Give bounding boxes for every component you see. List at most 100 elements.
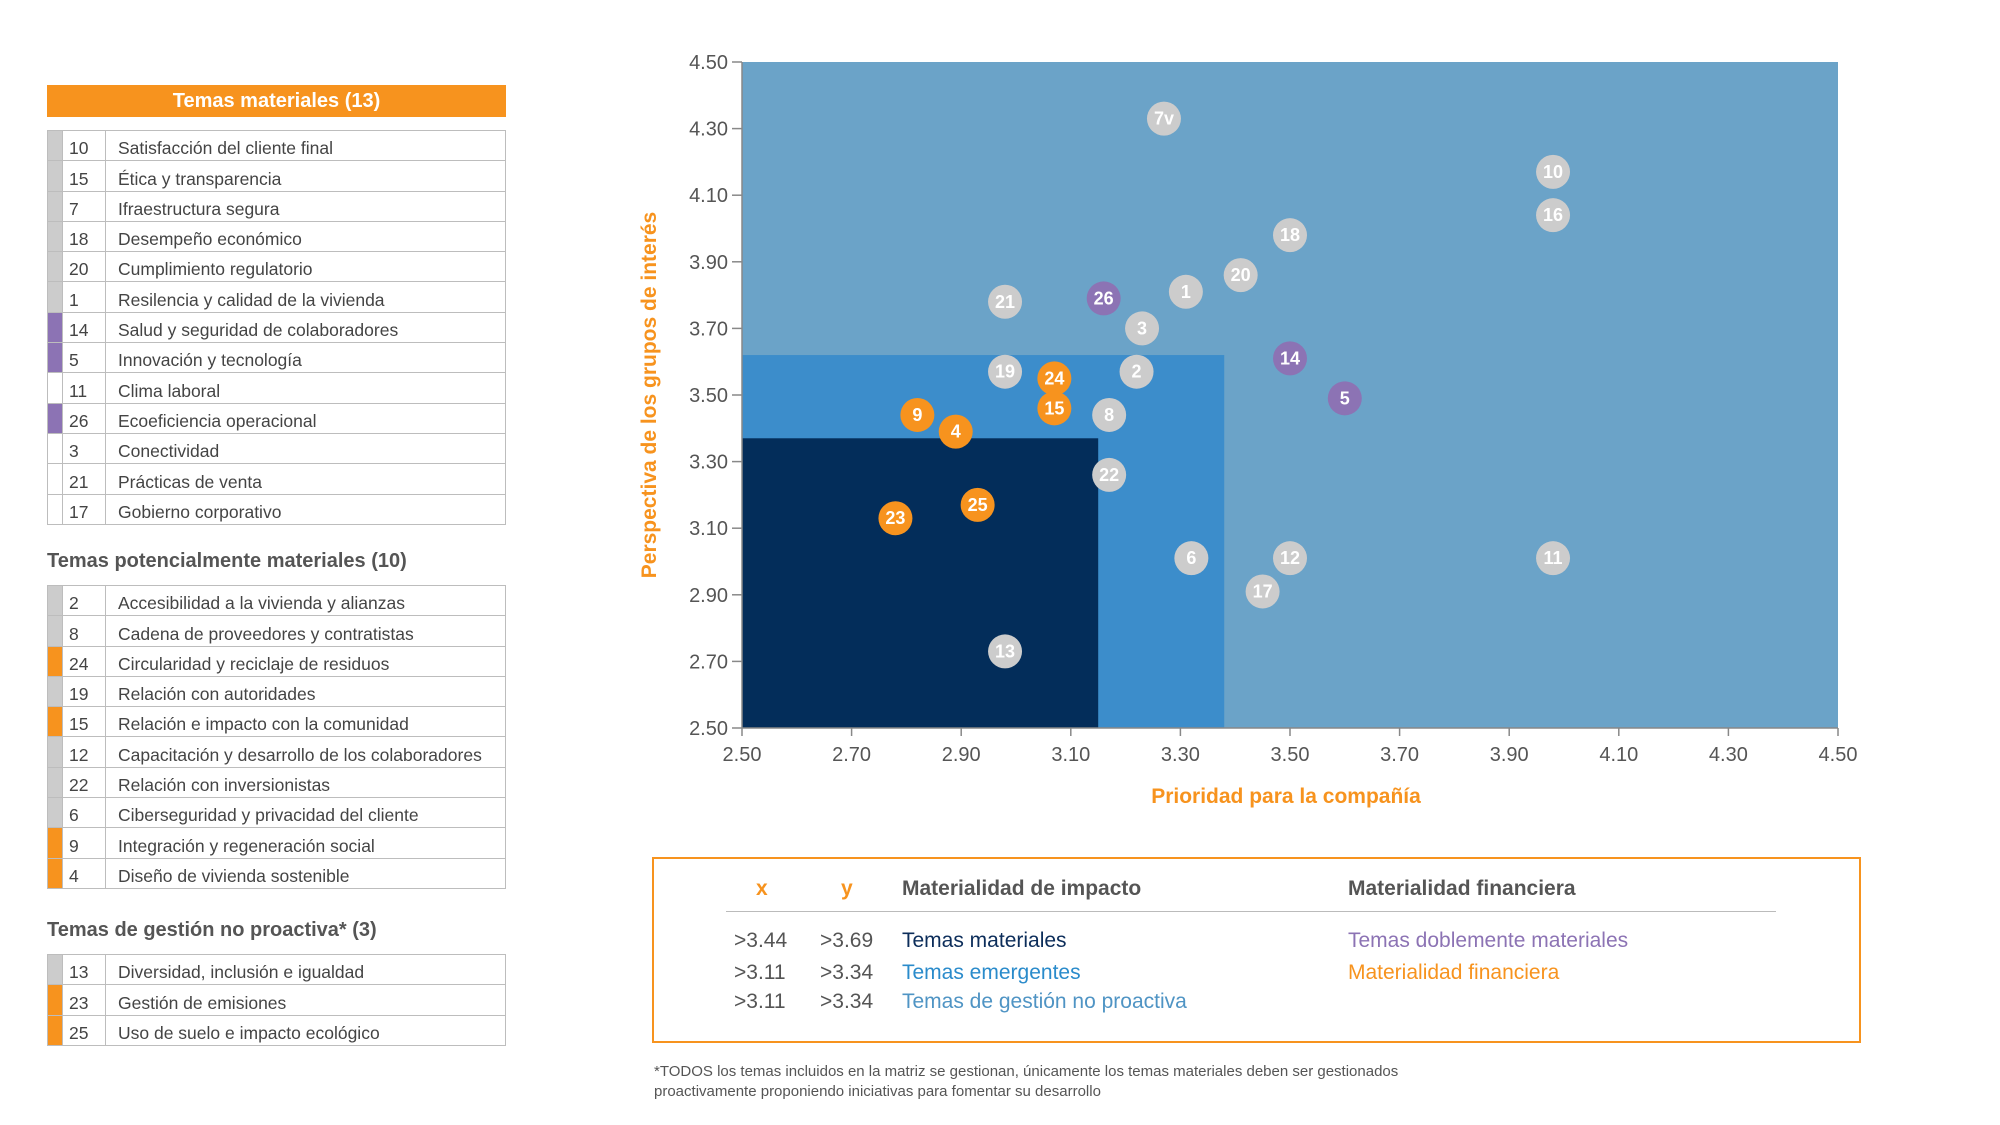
data-point-label: 15 — [1044, 398, 1064, 418]
category-swatch — [47, 372, 63, 404]
data-point-label: 12 — [1280, 548, 1300, 568]
data-point — [1086, 281, 1121, 316]
y-tick-label: 3.10 — [689, 518, 728, 540]
footnote: *TODOS los temas incluidos en la matriz … — [654, 1063, 1399, 1100]
y-tick-label: 4.50 — [689, 52, 728, 74]
topic-number: 17 — [62, 493, 106, 525]
category-swatch — [47, 706, 63, 738]
data-point-label: 4 — [951, 422, 961, 442]
table-row: 4 Diseño de vivienda sostenible — [47, 857, 506, 889]
data-point — [1273, 541, 1307, 576]
legend-impact-head: Materialidad de impacto — [902, 877, 1142, 900]
topic-name: Clima laboral — [105, 372, 506, 404]
data-point — [1174, 541, 1209, 576]
legend-row1-y: >3.69 — [820, 929, 874, 952]
topic-name: Uso de suelo e impacto ecológico — [105, 1014, 506, 1046]
materiality-scatter-chart: 4.50 4.30 4.10 3.90 3.70 3.50 3.30 3.10 2.90 2.70… — [638, 52, 1858, 808]
legend-row2-impact: Temas emergentes — [902, 961, 1081, 984]
x-tick-label: 3.10 — [1051, 744, 1090, 766]
legend-y-head: y — [841, 877, 853, 900]
materiales-header: Temas materiales (13) — [47, 85, 506, 117]
table-row: 22 Relación con inversionistas — [47, 766, 506, 799]
data-point — [938, 414, 973, 449]
data-point — [1245, 574, 1280, 609]
data-point — [1536, 154, 1571, 189]
data-point-label: 5 — [1340, 388, 1350, 408]
data-point — [1146, 101, 1181, 136]
topic-name: Relación con autoridades — [105, 675, 506, 708]
topic-name: Diversidad, inclusión e igualdad — [105, 953, 506, 986]
table-row: 10 Satisfacción del cliente final — [47, 129, 506, 162]
data-point-label: 26 — [1094, 288, 1114, 308]
topic-number: 20 — [62, 251, 106, 283]
category-swatch — [47, 857, 63, 889]
data-point-label: 9 — [912, 405, 922, 425]
table-row: 12 Capacitación y desarrollo de los colab… — [47, 736, 506, 768]
category-swatch — [47, 220, 63, 253]
y-tick-label: 4.10 — [689, 185, 728, 207]
table-row: 15 Ética y transparencia — [47, 160, 506, 192]
table-row: 23 Gestión de emisiones — [47, 984, 506, 1016]
zone-rect-2 — [742, 438, 1099, 728]
legend-row2-y: >3.34 — [820, 961, 874, 984]
y-tick-label: 3.50 — [689, 385, 728, 407]
data-point-label: 6 — [1186, 548, 1196, 568]
topic-number: 8 — [62, 615, 106, 647]
topic-number: 5 — [62, 342, 106, 374]
category-swatch — [47, 129, 63, 162]
category-swatch — [47, 463, 63, 495]
data-point-label: 1 — [1181, 282, 1191, 302]
data-point-label: 2 — [1132, 362, 1142, 382]
data-point — [1327, 381, 1362, 416]
topic-name: Integración y regeneración social — [105, 827, 506, 859]
no-proactiva-header: Temas de gestión no proactiva* (3) — [47, 919, 377, 941]
topic-name: Satisfacción del cliente final — [105, 129, 506, 162]
category-swatch — [47, 160, 63, 192]
y-tick-label: 4.30 — [689, 119, 728, 141]
topic-name: Ifraestructura segura — [105, 190, 506, 222]
category-swatch — [47, 1014, 63, 1046]
legend-row1-x: >3.44 — [734, 929, 788, 952]
legend-row3-y: >3.34 — [820, 990, 874, 1013]
y-axis-title: Perspectiva de los grupos de interés — [638, 212, 661, 578]
data-point — [988, 284, 1023, 319]
data-point-label: 24 — [1044, 368, 1064, 388]
data-point — [878, 501, 913, 536]
table-row: 25 Uso de suelo e impacto ecológico — [47, 1014, 506, 1046]
data-point-label: 18 — [1280, 225, 1300, 245]
legend-row2-financial: Materialidad financiera — [1348, 961, 1560, 984]
category-swatch — [47, 584, 63, 617]
potenciales-table: 2 Accesibilidad a la vivienda y alianzas 8… — [47, 584, 506, 889]
category-swatch — [47, 342, 63, 374]
y-tick-label: 3.30 — [689, 452, 728, 474]
x-axis-title: Prioridad para la compañía — [1151, 785, 1421, 808]
no-proactiva-table: 13 Diversidad, inclusión e igualdad 23 Gest… — [47, 953, 506, 1046]
topic-name: Relación con inversionistas — [105, 766, 506, 799]
legend-divider — [726, 911, 1776, 912]
topic-number: 15 — [62, 706, 106, 738]
topic-name: Gobierno corporativo — [105, 493, 506, 525]
table-row: 21 Prácticas de venta — [47, 463, 506, 495]
topic-number: 23 — [62, 984, 106, 1016]
x-tick-label: 2.70 — [832, 744, 871, 766]
data-point — [1273, 218, 1307, 253]
data-point-label: 8 — [1104, 405, 1114, 425]
y-tick-label: 2.50 — [689, 718, 728, 740]
data-point — [1536, 541, 1571, 576]
topic-number: 4 — [62, 857, 106, 889]
data-point-label: 3 — [1137, 318, 1147, 338]
topic-name: Capacitación y desarrollo de los colabor… — [105, 736, 506, 768]
legend-box: x y Materialidad de impacto Materialidad… — [652, 857, 1861, 1043]
x-tick-label: 4.50 — [1819, 744, 1858, 766]
zones-layer — [742, 62, 1838, 728]
topic-number: 22 — [62, 766, 106, 799]
y-tick-label: 3.90 — [689, 252, 728, 274]
topic-number: 26 — [62, 402, 106, 434]
table-row: 17 Gobierno corporativo — [47, 493, 506, 525]
category-swatch — [47, 984, 63, 1016]
materiales-table: 10 Satisfacción del cliente final 15 Ética … — [47, 129, 506, 525]
topic-name: Prácticas de venta — [105, 463, 506, 495]
table-row: 2 Accesibilidad a la vivienda y alianzas — [47, 584, 506, 617]
data-point — [988, 354, 1023, 389]
topic-number: 21 — [62, 463, 106, 495]
